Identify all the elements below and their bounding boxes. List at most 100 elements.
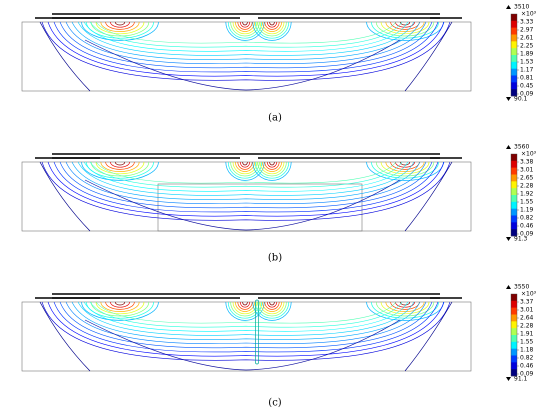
colorbar-cell (511, 328, 517, 336)
colorbar-cell (511, 348, 517, 356)
colorbar-cell (511, 300, 517, 308)
contour (47, 161, 445, 217)
colorbar-tick-label: 2.64 (520, 315, 534, 322)
contour (89, 161, 403, 188)
contour (71, 21, 421, 60)
contour (404, 21, 453, 92)
caption: (b) (268, 253, 282, 264)
contour (89, 301, 403, 328)
caption: (a) (268, 113, 282, 124)
colorbar-frame (510, 153, 518, 237)
colorbar-tick-label: 1.55 (520, 199, 534, 206)
colorbar-tick-label: 0.45 (520, 83, 534, 90)
contour (71, 301, 421, 340)
contour (89, 21, 403, 48)
colorbar-cell (511, 82, 517, 90)
contour (95, 301, 397, 324)
colorbar-tick-label: 3.01 (520, 307, 534, 314)
contour (39, 161, 91, 232)
contour (385, 161, 425, 172)
contour (114, 21, 126, 26)
colorbar-cell (511, 195, 517, 203)
colorbar-max: 3550 (514, 284, 529, 291)
colorbar-tick-label: 2.25 (520, 43, 534, 50)
colorbar-cell (511, 208, 517, 216)
colorbar-cell (511, 27, 517, 35)
colorbar-cell (511, 355, 517, 363)
colorbar-cell (511, 294, 517, 302)
colorbar-max: 3560 (514, 144, 529, 151)
contour (227, 301, 263, 319)
colorbar-cell (511, 215, 517, 223)
domain (21, 301, 472, 372)
contour (41, 21, 451, 81)
contour (235, 21, 255, 32)
contour (53, 301, 439, 353)
contour (262, 161, 282, 172)
colorbar-frame (510, 293, 518, 377)
contour (366, 161, 444, 181)
colorbar-cell (511, 181, 517, 189)
colorbar-cell (511, 201, 517, 209)
contour (266, 21, 278, 28)
contour (100, 301, 140, 312)
colorbar-tick-label: 0.81 (520, 75, 534, 82)
contour (95, 21, 397, 44)
contour (395, 301, 415, 308)
contour (269, 21, 275, 26)
contour (77, 301, 415, 336)
colorbar-max: 3510 (514, 4, 529, 11)
contour (237, 301, 253, 310)
contour (110, 21, 130, 28)
colorbar-cell (511, 160, 517, 168)
contour (380, 161, 430, 175)
contour (259, 301, 285, 315)
contour (41, 161, 451, 221)
colorbar-cell (511, 34, 517, 42)
contour (239, 301, 251, 308)
contour (264, 301, 280, 310)
colorbar-tick-label: 0.46 (520, 223, 534, 230)
contour (65, 301, 427, 344)
contour (59, 161, 433, 209)
colorbar-cell (511, 61, 517, 69)
contour (53, 21, 439, 73)
contour (262, 21, 282, 32)
contour (399, 21, 411, 26)
max-arrow (506, 145, 511, 149)
colorbar-tick-label: 3.38 (520, 159, 534, 166)
contour (269, 301, 275, 306)
colorbar-cell (511, 321, 517, 329)
contour (83, 301, 409, 332)
colorbar-min: 91.3 (514, 236, 528, 243)
contour (375, 21, 435, 37)
contour (59, 21, 433, 69)
contour (366, 21, 444, 41)
contour (95, 161, 145, 175)
max-arrow (506, 5, 511, 9)
colorbar-unit: ×10³ (521, 151, 537, 158)
contour (47, 301, 445, 357)
colorbar-cell (511, 335, 517, 343)
contour (81, 21, 159, 41)
inclusion (157, 183, 363, 232)
colorbar-tick-label: 1.17 (520, 67, 534, 74)
contour (84, 319, 401, 371)
contour (110, 161, 130, 168)
colorbar-min: 91.1 (514, 376, 528, 383)
min-arrow (506, 377, 511, 381)
colorbar-cell (511, 222, 517, 230)
crack (255, 299, 259, 365)
contour (262, 301, 282, 312)
contour (39, 301, 91, 372)
contour (395, 161, 415, 168)
contour (399, 301, 411, 306)
contour (375, 161, 435, 177)
contour (266, 161, 278, 168)
colorbar-tick-label: 3.01 (520, 167, 534, 174)
colorbar-cell (511, 154, 517, 162)
colorbar-cell (511, 167, 517, 175)
contour (39, 21, 91, 92)
contour (257, 21, 287, 37)
